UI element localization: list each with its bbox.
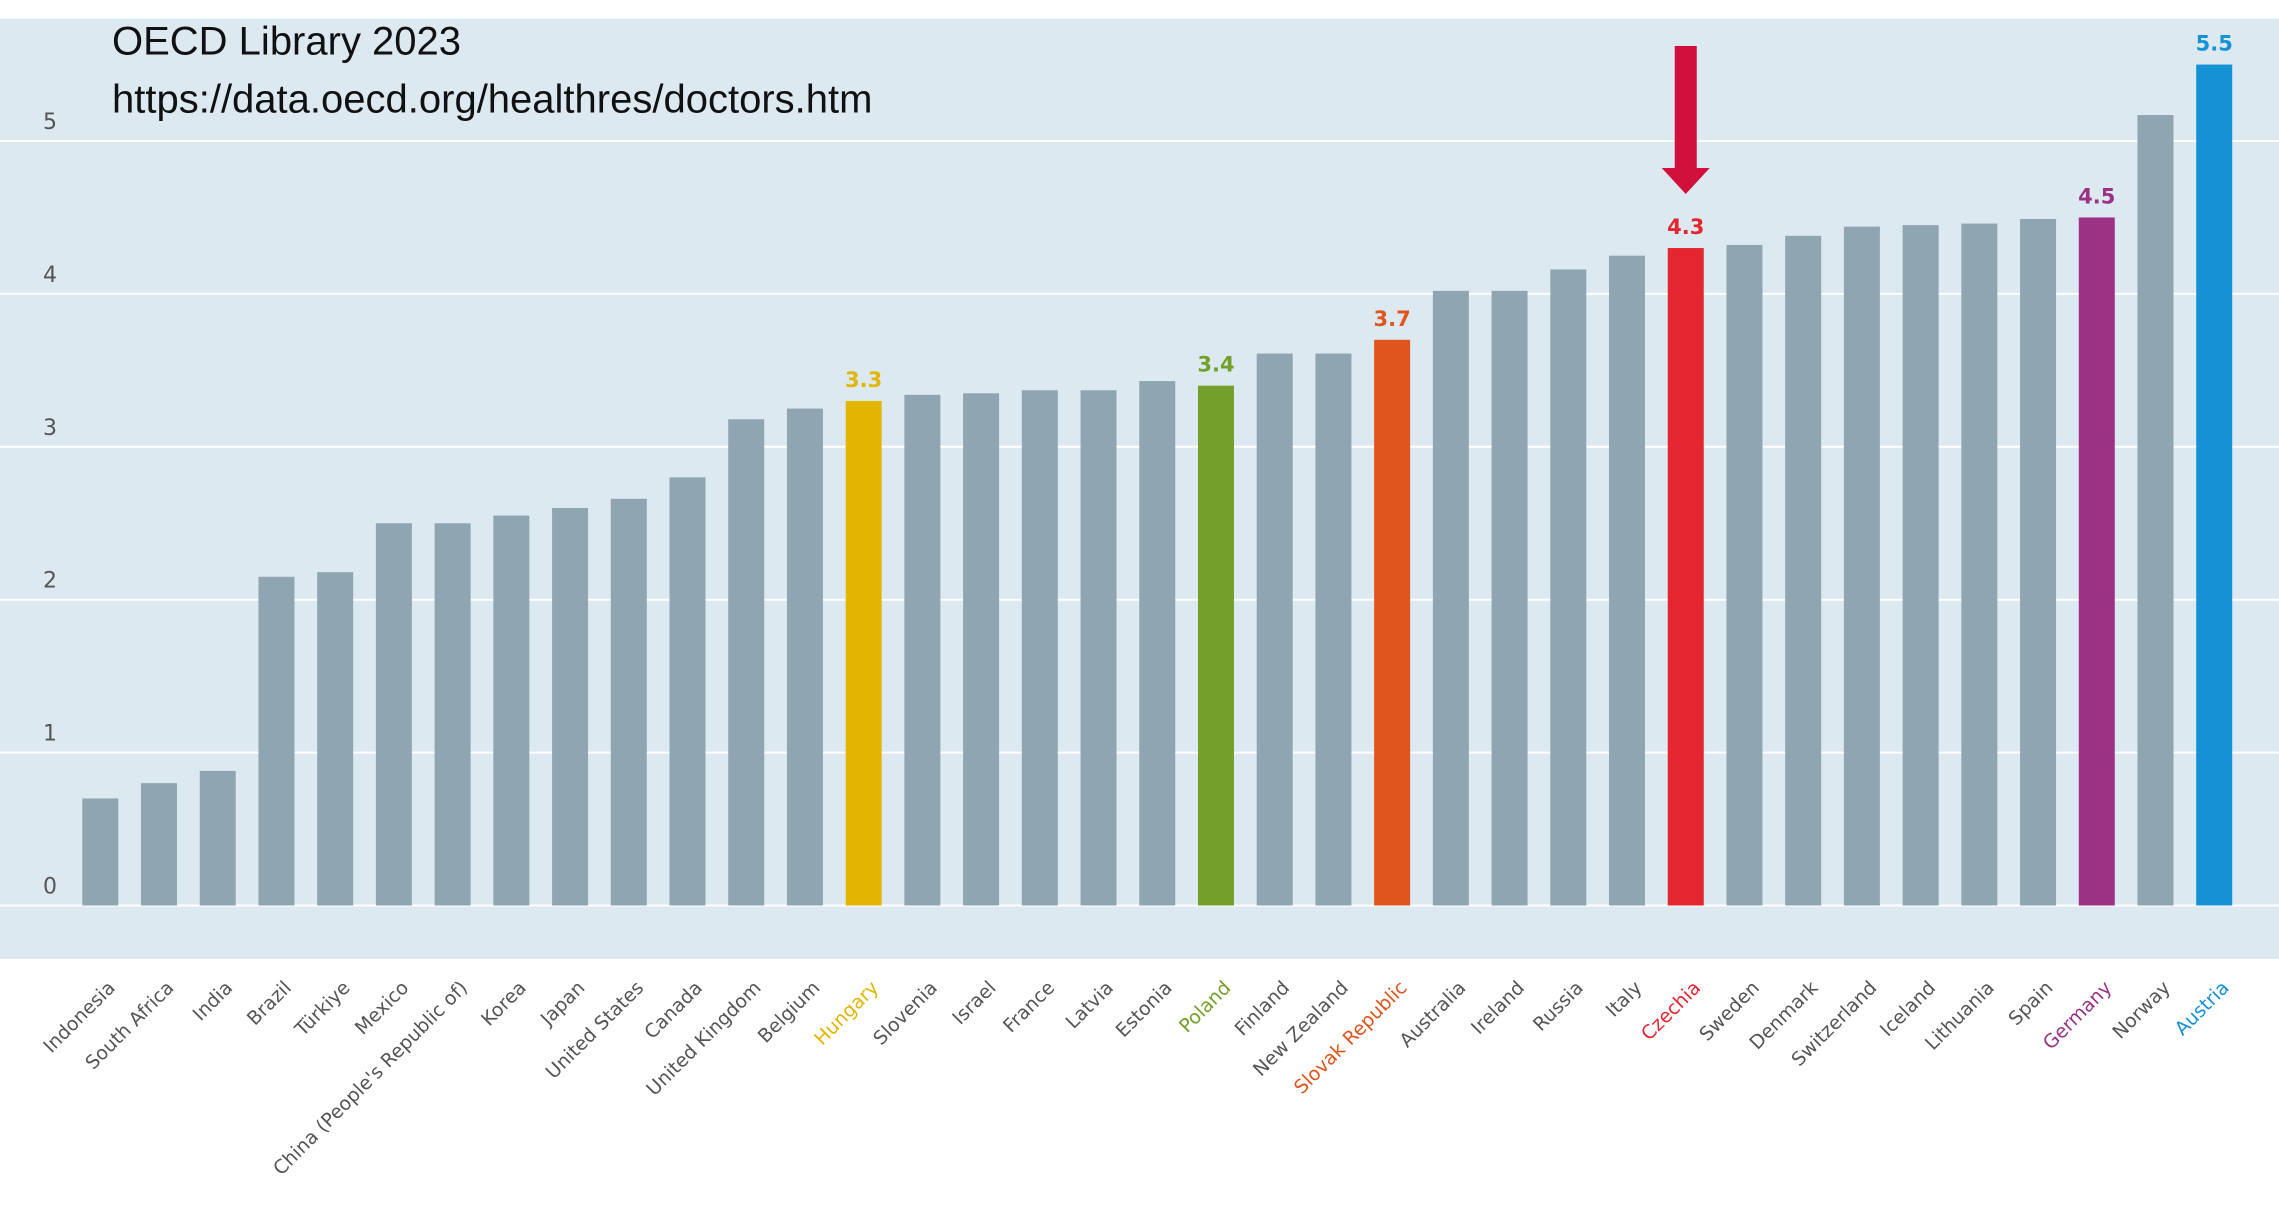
x-tick-label: Türkiye: [290, 977, 354, 1041]
bar: [434, 523, 471, 906]
bar: [1726, 244, 1763, 906]
bar: [1902, 225, 1939, 906]
bar: [1256, 353, 1293, 906]
value-label: 5.5: [2196, 32, 2233, 56]
x-tick-label: Estonia: [1112, 977, 1177, 1042]
x-tick-label: Poland: [1175, 977, 1235, 1037]
bar: [141, 783, 178, 906]
bar: [82, 798, 119, 906]
bar: [786, 408, 823, 906]
bar: [317, 572, 354, 906]
x-tick-label: Slovenia: [869, 977, 942, 1050]
value-label: 3.3: [845, 368, 882, 392]
y-tick-label: 2: [43, 569, 57, 594]
y-tick-label: 1: [43, 722, 57, 747]
bar: [493, 515, 530, 906]
x-tick-label: Norway: [2108, 977, 2175, 1044]
bar: [1609, 255, 1646, 906]
x-tick-label: India: [189, 977, 238, 1026]
annotation: OECD Library 2023: [112, 20, 461, 64]
bar: [728, 419, 765, 906]
x-tick-label: Hungary: [810, 977, 883, 1050]
x-tick-label: Japan: [536, 977, 590, 1031]
x-tick-label: Spain: [2004, 977, 2057, 1030]
x-tick-label: Ireland: [1467, 977, 1529, 1039]
bar: [552, 507, 589, 906]
bar: [1374, 339, 1411, 906]
bar: [375, 523, 412, 906]
bar: [1785, 235, 1822, 906]
bar: [1667, 248, 1704, 906]
x-tick-label: Italy: [1602, 977, 1647, 1022]
bar: [904, 394, 941, 906]
annotation: https://data.oecd.org/healthres/doctors.…: [112, 78, 872, 122]
bar: [2020, 218, 2057, 906]
y-tick-label: 4: [43, 263, 57, 288]
x-tick-label: Russia: [1529, 977, 1588, 1036]
bar: [2137, 115, 2174, 906]
bar: [258, 576, 295, 906]
bar: [845, 400, 882, 906]
x-tick-label: Korea: [477, 977, 531, 1031]
bar: [1961, 223, 1998, 906]
bar: [2196, 64, 2233, 906]
x-tick-label: Czechia: [1637, 977, 1705, 1045]
arrow-shaft: [1674, 46, 1697, 168]
bar: [1080, 390, 1117, 906]
x-tick-label: Slovak Republic: [1290, 977, 1412, 1099]
bar: [1315, 353, 1352, 906]
x-tick-label: Latvia: [1061, 977, 1117, 1033]
value-label: 4.3: [1667, 215, 1704, 239]
bar: [1550, 269, 1587, 906]
bar: [199, 770, 236, 906]
bar: [2078, 217, 2115, 906]
arrow-head: [1661, 168, 1710, 194]
value-label: 3.7: [1374, 307, 1411, 331]
bar: [1139, 381, 1176, 906]
x-tick-label: Brazil: [243, 977, 296, 1030]
bar: [669, 477, 706, 906]
bar: [1432, 290, 1469, 906]
bar: [1021, 390, 1058, 906]
bar: [1843, 226, 1880, 906]
y-tick-label: 5: [43, 110, 57, 135]
x-tick-label: France: [999, 977, 1059, 1037]
bar: [1197, 385, 1234, 906]
value-label: 4.5: [2078, 184, 2115, 208]
x-tick-label: Israel: [948, 977, 1000, 1029]
bar: [1491, 290, 1528, 906]
bar: [610, 498, 647, 906]
x-tick-label: Austria: [2171, 977, 2234, 1040]
value-label: 3.4: [1197, 353, 1234, 377]
bar: [963, 393, 1000, 906]
y-tick-label: 3: [43, 416, 57, 441]
y-tick-label: 0: [43, 874, 57, 899]
